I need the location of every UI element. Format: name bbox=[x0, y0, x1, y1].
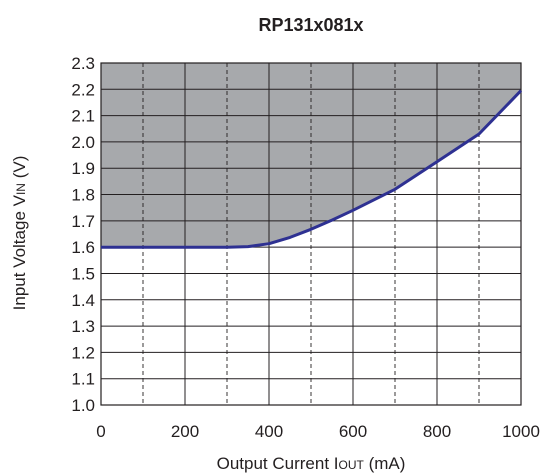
x-axis-title-sub: OUT bbox=[339, 458, 365, 472]
x-tick-label: 800 bbox=[423, 422, 451, 441]
x-tick-label: 200 bbox=[171, 422, 199, 441]
svg-text:Input Voltage VIN (V): Input Voltage VIN (V) bbox=[10, 156, 29, 311]
y-tick-label: 1.0 bbox=[71, 396, 95, 415]
y-tick-label: 1.5 bbox=[71, 264, 95, 283]
x-tick-label: 1000 bbox=[502, 422, 540, 441]
y-tick-label: 1.4 bbox=[71, 291, 95, 310]
y-tick-label: 1.3 bbox=[71, 317, 95, 336]
y-axis-title: Input Voltage VIN (V) bbox=[10, 156, 29, 311]
x-tick-label: 0 bbox=[96, 422, 105, 441]
y-tick-label: 1.6 bbox=[71, 238, 95, 257]
y-tick-label: 2.1 bbox=[71, 107, 95, 126]
y-axis-title-main: Input Voltage V bbox=[10, 194, 29, 310]
x-axis-title-main: Output Current I bbox=[217, 454, 339, 473]
y-tick-label: 1.1 bbox=[71, 370, 95, 389]
y-tick-label: 2.3 bbox=[71, 54, 95, 73]
y-tick-label: 1.9 bbox=[71, 159, 95, 178]
x-tick-label: 400 bbox=[255, 422, 283, 441]
svg-text:Output Current IOUT (mA): Output Current IOUT (mA) bbox=[217, 454, 406, 473]
y-tick-label: 2.0 bbox=[71, 133, 95, 152]
plot-area: 1.0 1.1 1.2 1.3 1.4 1.5 1.6 1.7 1.8 1.9 2.0 2.1 2.2 2… bbox=[71, 54, 540, 441]
y-axis-title-unit: (V) bbox=[10, 156, 29, 183]
y-tick-label: 2.2 bbox=[71, 80, 95, 99]
y-axis-title-sub: IN bbox=[14, 183, 28, 195]
chart-title: RP131x081x bbox=[258, 15, 363, 35]
y-tick-label: 1.8 bbox=[71, 186, 95, 205]
x-axis-title-unit: (mA) bbox=[364, 454, 406, 473]
x-axis-title: Output Current IOUT (mA) bbox=[217, 454, 406, 473]
y-tick-label: 1.7 bbox=[71, 212, 95, 231]
y-tick-label: 1.2 bbox=[71, 343, 95, 362]
x-tick-label: 600 bbox=[339, 422, 367, 441]
